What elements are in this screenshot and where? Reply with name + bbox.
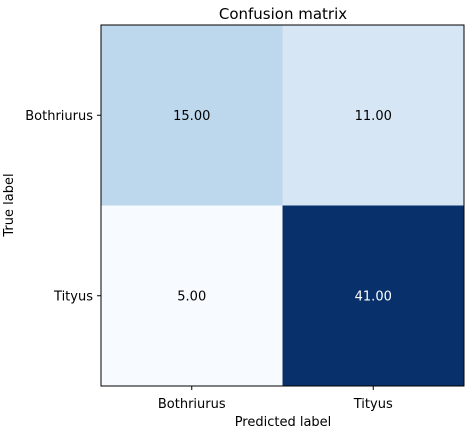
chart-title: Confusion matrix xyxy=(219,5,347,23)
cell-value-label: 15.00 xyxy=(173,109,210,124)
x-axis-ticks: Bothriurus Tityus xyxy=(158,386,393,412)
y-axis-ticks: Bothriurus Tityus xyxy=(25,109,101,304)
cell-value-label: 41.00 xyxy=(355,289,392,304)
x-tick-label: Tityus xyxy=(353,397,393,412)
y-axis-label: True label xyxy=(2,173,17,237)
heatmap-cell xyxy=(282,205,465,387)
heatmap-cell xyxy=(282,25,465,206)
y-tick-label: Bothriurus xyxy=(25,109,93,124)
heatmap-cell xyxy=(101,205,283,387)
x-axis-label: Predicted label xyxy=(235,415,332,430)
plot-frame xyxy=(100,24,465,387)
y-tick-label: Tityus xyxy=(53,289,93,304)
cell-value-labels: 15.00 11.00 5.00 41.00 xyxy=(173,109,392,305)
x-tick-label: Bothriurus xyxy=(158,397,226,412)
heatmap-cells xyxy=(101,25,465,387)
cell-value-label: 11.00 xyxy=(355,109,392,124)
cell-value-label: 5.00 xyxy=(177,289,206,304)
heatmap-cell xyxy=(101,25,283,206)
